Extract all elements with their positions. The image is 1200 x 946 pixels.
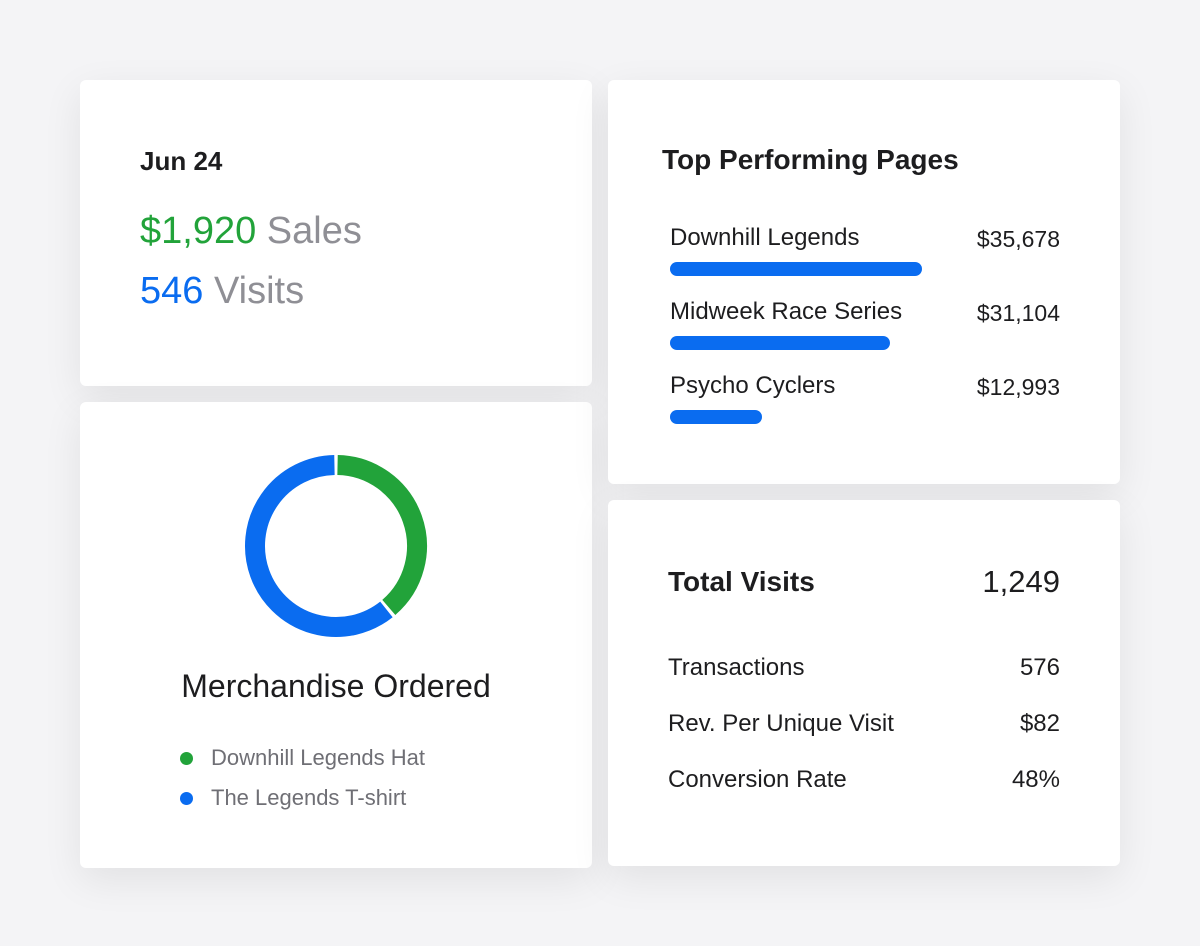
merchandise-title: Merchandise Ordered [181,668,491,704]
merchandise-card: Merchandise Ordered Downhill Legends Hat… [80,402,592,868]
metric-label: Transactions [668,654,805,681]
metric-value: 576 [1019,654,1060,681]
page-bar [670,410,762,424]
page-row-downhill-legends[interactable]: Downhill Legends $35,678 [670,224,1060,284]
daily-summary-card: Jun 24 $1,920 Sales 546 Visits [80,80,592,386]
sales-stat: $1,920 Sales [140,210,362,253]
top-pages-title: Top Performing Pages [662,144,959,175]
total-visits-card: Total Visits 1,249 Transactions 576 Rev.… [608,500,1120,866]
metric-label: Rev. Per Unique Visit [668,710,894,737]
page-bar-track [670,336,922,350]
donut-segment-0 [337,455,427,615]
metric-conversion-rate: Conversion Rate 48% [668,766,1060,794]
total-visits-label: Total Visits [668,566,815,597]
sales-value: $1,920 [140,210,257,252]
page-name: Downhill Legends [670,224,860,251]
page-bar [670,336,890,350]
page-bar-track [670,410,922,424]
page-value: $31,104 [976,300,1060,326]
metric-transactions: Transactions 576 [668,654,1060,682]
page-name: Psycho Cyclers [670,372,836,399]
legend-label-hat: Downhill Legends Hat [211,745,426,770]
page-bar [670,262,922,276]
legend-item-tshirt: The Legends T-shirt [180,778,425,818]
legend-dot-hat [180,751,193,765]
merchandise-legend: Downhill Legends Hat The Legends T-shirt [180,738,425,818]
legend-item-hat: Downhill Legends Hat [180,738,425,778]
total-visits-value: 1,249 [982,564,1060,599]
donut-segment-1 [245,455,393,637]
page-value: $12,993 [976,374,1060,400]
page-name: Midweek Race Series [670,298,903,325]
page-value: $35,678 [976,226,1060,252]
metric-label: Conversion Rate [668,766,847,793]
visits-stat: 546 Visits [140,270,304,313]
visits-value: 546 [140,270,204,312]
legend-label-tshirt: The Legends T-shirt [211,785,407,810]
metric-rev-per-unique-visit: Rev. Per Unique Visit $82 [668,710,1060,738]
page-bar-track [670,262,922,276]
top-pages-card: Top Performing Pages Downhill Legends $3… [608,80,1120,484]
page-row-midweek-race-series[interactable]: Midweek Race Series $31,104 [670,298,1060,358]
metric-value: $82 [1019,710,1060,737]
sales-label: Sales [266,210,362,252]
legend-dot-tshirt [180,791,193,805]
summary-date: Jun 24 [140,146,223,176]
merchandise-donut-chart [245,455,427,637]
metric-value: 48% [1011,766,1060,793]
page-row-psycho-cyclers[interactable]: Psycho Cyclers $12,993 [670,372,1060,432]
visits-label: Visits [213,270,305,312]
